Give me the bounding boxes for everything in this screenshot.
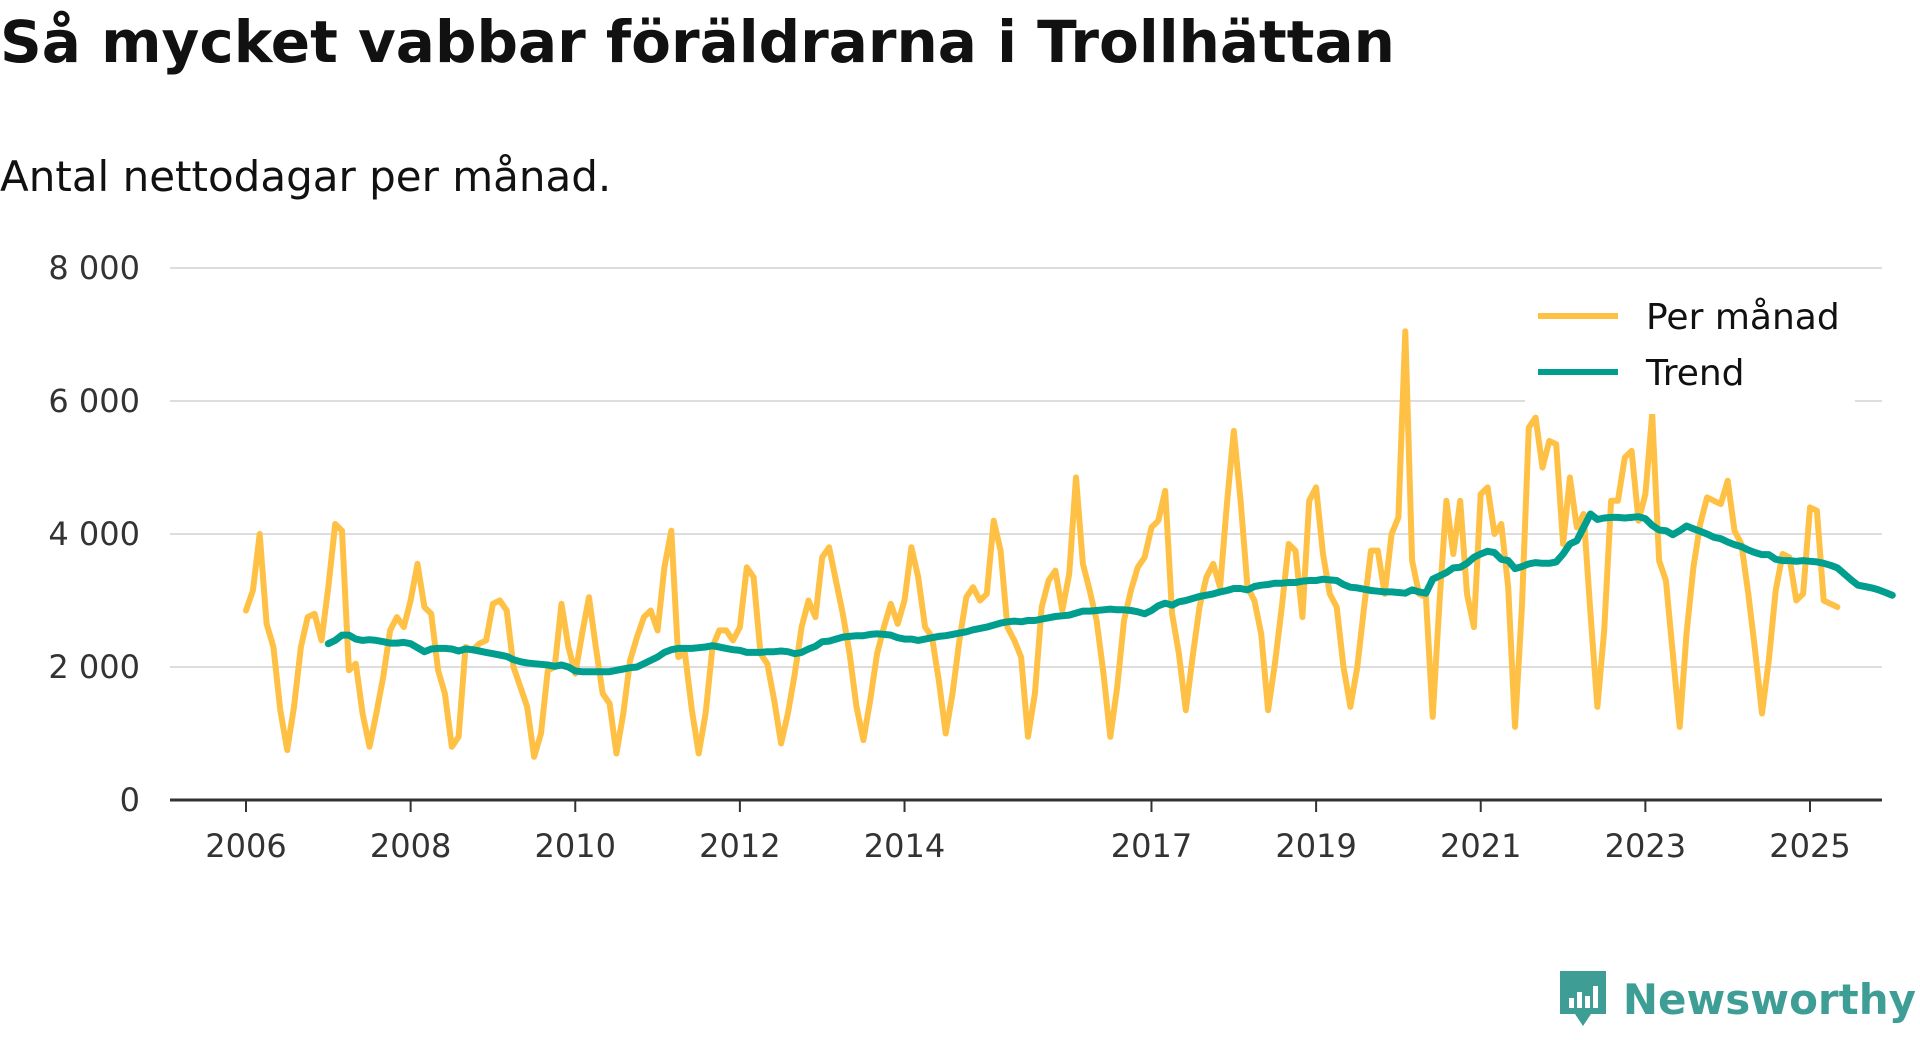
chart-subtitle: Antal nettodagar per månad.	[0, 152, 612, 201]
y-tick-label: 0	[120, 781, 140, 819]
y-tick-label: 2 000	[48, 648, 140, 686]
trend-series-line	[324, 510, 1896, 676]
y-tick-label: 6 000	[48, 382, 140, 420]
newsworthy-logo-icon	[1559, 971, 1606, 1026]
x-tick-label: 2010	[535, 827, 616, 865]
legend-label-per-month: Per månad	[1646, 297, 1840, 338]
x-tick-label: 2012	[699, 827, 780, 865]
x-tick-label: 2025	[1769, 827, 1850, 865]
chart-title: Så mycket vabbar föräldrarna i Trollhätt…	[0, 8, 1395, 76]
x-tick-label: 2017	[1111, 827, 1192, 865]
x-tick-label: 2023	[1605, 827, 1686, 865]
newsworthy-brand: Newsworthy	[1557, 968, 1916, 1030]
legend: Per månad Trend	[1525, 292, 1855, 414]
y-tick-label: 8 000	[48, 249, 140, 287]
y-tick-label: 4 000	[48, 515, 140, 553]
legend-background	[1525, 292, 1855, 414]
x-tick-label: 2021	[1440, 827, 1521, 865]
x-tick-label: 2019	[1275, 827, 1356, 865]
series-lines	[243, 328, 1896, 760]
x-tick-label: 2008	[370, 827, 451, 865]
per-month-series-line	[243, 328, 1841, 760]
x-tick-label: 2014	[864, 827, 945, 865]
legend-label-trend: Trend	[1645, 353, 1745, 394]
x-tick-label: 2006	[205, 827, 286, 865]
brand-name: Newsworthy	[1622, 974, 1916, 1024]
axes: 0 2 000 4 000 6 000 8 000 2006 2008 2010 2012 201…	[48, 249, 1882, 865]
